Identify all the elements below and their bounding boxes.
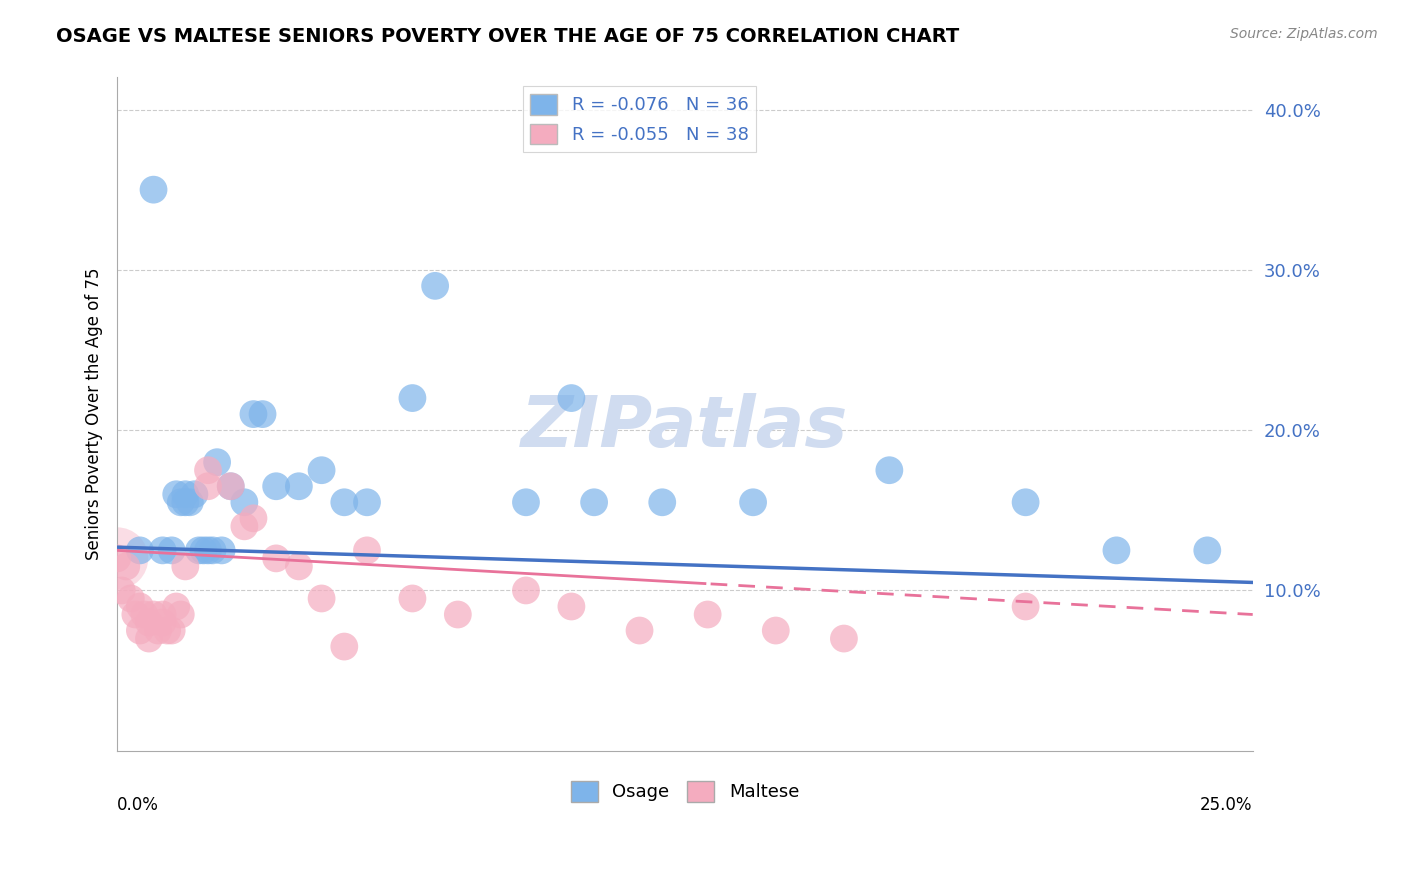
Point: [152, 607, 174, 622]
Point: [560, 391, 582, 405]
Point: [120, 591, 142, 606]
Point: [628, 624, 651, 638]
Point: [242, 511, 264, 525]
Point: [651, 495, 673, 509]
Point: [129, 543, 152, 558]
Y-axis label: Seniors Poverty Over the Age of 75: Seniors Poverty Over the Age of 75: [86, 268, 103, 560]
Point: [142, 183, 165, 197]
Point: [401, 391, 423, 405]
Point: [187, 543, 209, 558]
Point: [111, 583, 134, 598]
Point: [205, 455, 228, 469]
Legend: Osage, Maltese: Osage, Maltese: [564, 773, 807, 809]
Point: [197, 543, 219, 558]
Point: [233, 495, 256, 509]
Point: [197, 479, 219, 493]
Point: [174, 495, 197, 509]
Point: [134, 607, 156, 622]
Point: [333, 640, 356, 654]
Point: [129, 599, 152, 614]
Point: [165, 487, 187, 501]
Point: [696, 607, 718, 622]
Point: [288, 559, 311, 574]
Point: [115, 559, 138, 574]
Point: [515, 583, 537, 598]
Point: [219, 479, 242, 493]
Point: [211, 543, 233, 558]
Point: [252, 407, 274, 421]
Point: [311, 463, 333, 477]
Point: [401, 591, 423, 606]
Text: OSAGE VS MALTESE SENIORS POVERTY OVER THE AGE OF 75 CORRELATION CHART: OSAGE VS MALTESE SENIORS POVERTY OVER TH…: [56, 27, 959, 45]
Point: [1014, 495, 1036, 509]
Point: [242, 407, 264, 421]
Point: [156, 624, 179, 638]
Point: [583, 495, 606, 509]
Point: [832, 632, 855, 646]
Point: [165, 599, 187, 614]
Point: [288, 479, 311, 493]
Point: [219, 479, 242, 493]
Point: [124, 607, 146, 622]
Point: [193, 543, 215, 558]
Point: [160, 543, 183, 558]
Point: [233, 519, 256, 533]
Point: [170, 607, 193, 622]
Point: [170, 495, 193, 509]
Point: [146, 624, 169, 638]
Point: [560, 599, 582, 614]
Point: [138, 615, 160, 630]
Point: [138, 632, 160, 646]
Point: [311, 591, 333, 606]
Text: ZIPatlas: ZIPatlas: [522, 393, 849, 462]
Point: [264, 551, 287, 566]
Point: [201, 543, 224, 558]
Point: [879, 463, 901, 477]
Point: [160, 624, 183, 638]
Point: [333, 495, 356, 509]
Point: [1197, 543, 1219, 558]
Point: [174, 487, 197, 501]
Text: Source: ZipAtlas.com: Source: ZipAtlas.com: [1230, 27, 1378, 41]
Point: [152, 615, 174, 630]
Point: [174, 559, 197, 574]
Point: [1014, 599, 1036, 614]
Point: [447, 607, 470, 622]
Text: 25.0%: 25.0%: [1201, 796, 1253, 814]
Point: [197, 463, 219, 477]
Point: [742, 495, 765, 509]
Point: [142, 607, 165, 622]
Point: [1105, 543, 1128, 558]
Point: [356, 543, 378, 558]
Point: [105, 551, 128, 566]
Point: [765, 624, 787, 638]
Point: [179, 495, 201, 509]
Point: [105, 551, 128, 566]
Point: [515, 495, 537, 509]
Point: [152, 543, 174, 558]
Point: [356, 495, 378, 509]
Point: [129, 624, 152, 638]
Point: [423, 278, 446, 293]
Point: [264, 479, 287, 493]
Point: [183, 487, 205, 501]
Text: 0.0%: 0.0%: [117, 796, 159, 814]
